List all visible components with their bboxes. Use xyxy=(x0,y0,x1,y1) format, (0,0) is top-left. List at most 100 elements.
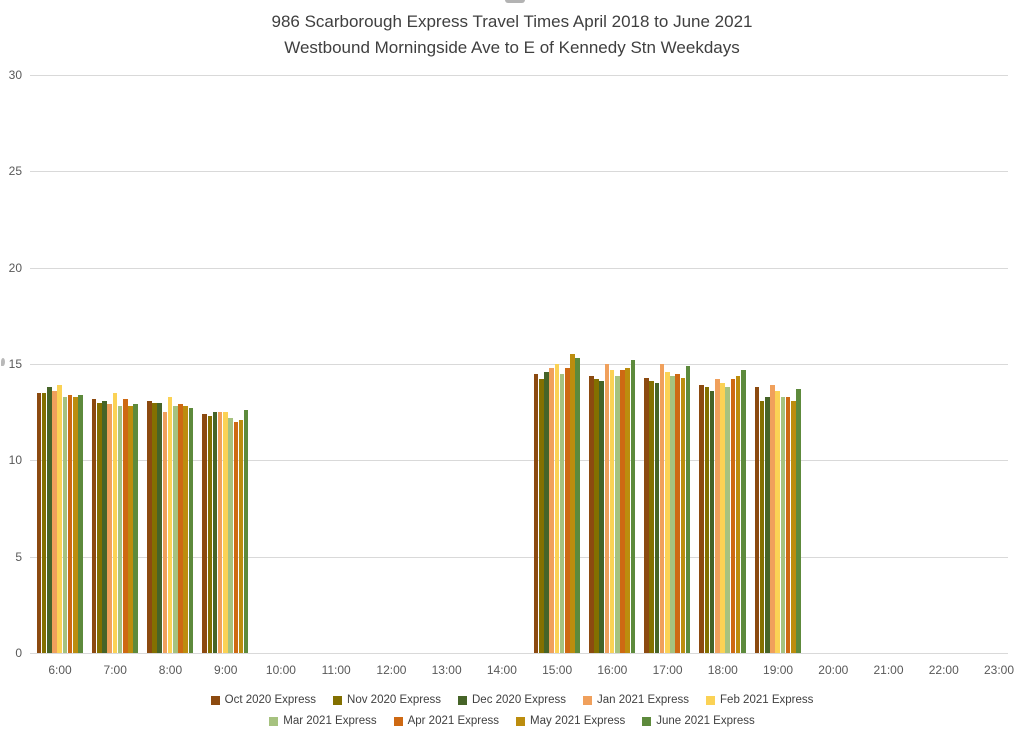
bar xyxy=(102,400,107,653)
bar xyxy=(791,400,796,653)
y-tick-label: 10 xyxy=(8,453,22,468)
gridline xyxy=(30,364,1008,365)
bar xyxy=(57,385,62,653)
bar xyxy=(659,364,665,653)
legend-item: Feb 2021 Express xyxy=(706,694,813,706)
bar xyxy=(117,406,123,653)
bar xyxy=(644,377,649,653)
x-tick-label: 14:00 xyxy=(486,663,517,677)
axis-edge-artifact xyxy=(1,358,5,366)
bar xyxy=(538,379,544,653)
legend-label: Mar 2021 Express xyxy=(283,715,377,727)
bar xyxy=(162,412,168,653)
y-tick-label: 15 xyxy=(8,357,22,371)
legend-item: June 2021 Express xyxy=(642,715,755,727)
bar xyxy=(533,373,539,653)
bar xyxy=(725,387,731,653)
bar xyxy=(167,396,173,653)
bar xyxy=(649,381,654,653)
chart-legend: Oct 2020 Express Nov 2020 Express Dec 2020… xyxy=(0,694,1024,727)
bar xyxy=(559,373,565,653)
legend-label: Oct 2020 Express xyxy=(224,694,317,706)
bar xyxy=(147,400,152,653)
bar xyxy=(178,404,183,653)
gridline xyxy=(30,556,1008,558)
bar xyxy=(654,383,660,653)
gridline xyxy=(30,653,1008,654)
x-tick-label: 17:00 xyxy=(652,663,683,677)
legend-row: Oct 2020 Express Nov 2020 Express Dec 2020… xyxy=(210,694,813,706)
bar xyxy=(780,396,786,653)
bar xyxy=(67,394,73,653)
legend-swatch-icon xyxy=(582,695,592,705)
bar xyxy=(664,371,670,653)
x-tick-label: 22:00 xyxy=(928,663,959,677)
bar xyxy=(202,414,207,653)
legend-label: Feb 2021 Express xyxy=(720,694,814,706)
bar xyxy=(212,412,218,653)
bar xyxy=(52,390,57,653)
bar xyxy=(630,360,636,653)
bar xyxy=(754,387,760,653)
bar xyxy=(685,365,691,653)
y-tick-label: 20 xyxy=(8,260,22,275)
bar xyxy=(549,367,554,653)
x-tick-label: 23:00 xyxy=(983,663,1015,677)
bar xyxy=(217,412,223,653)
bar xyxy=(243,410,249,653)
bar xyxy=(554,364,560,653)
bar xyxy=(614,375,620,653)
bar xyxy=(47,387,52,653)
x-tick-label: 6:00 xyxy=(48,663,72,677)
bar xyxy=(604,364,610,653)
legend-label: Jan 2021 Express xyxy=(596,694,690,706)
bar xyxy=(704,387,710,653)
bar xyxy=(594,379,599,653)
bar xyxy=(188,408,194,653)
chart-title-line1: 986 Scarborough Express Travel Times Apr… xyxy=(271,12,753,31)
bar xyxy=(765,396,770,653)
bar xyxy=(709,390,715,653)
x-tick-label: 18:00 xyxy=(707,663,738,677)
bar xyxy=(715,379,720,653)
legend-item: Jan 2021 Express xyxy=(582,694,690,706)
bar xyxy=(796,389,801,653)
legend-item: Mar 2021 Express xyxy=(269,715,377,727)
chart-title: 986 Scarborough Express Travel Times Apr… xyxy=(0,9,1024,61)
x-tick-label: 9:00 xyxy=(214,663,238,677)
gridline xyxy=(30,267,1008,269)
bar xyxy=(107,404,113,653)
legend-swatch-icon xyxy=(210,695,220,705)
bar xyxy=(570,354,575,653)
bar xyxy=(775,390,781,653)
legend-label: Nov 2020 Express xyxy=(347,694,441,706)
legend-item: Nov 2020 Express xyxy=(333,694,441,706)
chart-title-line2: Westbound Morningside Ave to E of Kenned… xyxy=(284,38,740,57)
plot-area xyxy=(30,75,1008,654)
legend-item: Dec 2020 Express xyxy=(458,694,566,706)
legend-swatch-icon xyxy=(516,716,526,726)
gridline xyxy=(30,171,1008,173)
bar xyxy=(699,385,705,653)
x-tick-label: 12:00 xyxy=(376,663,407,677)
y-tick-label: 0 xyxy=(15,646,22,660)
bar xyxy=(238,419,244,653)
legend-label: Apr 2021 Express xyxy=(407,715,500,727)
bar xyxy=(675,373,680,653)
x-tick-label: 13:00 xyxy=(431,663,462,677)
y-tick-label: 25 xyxy=(8,164,22,179)
legend-item: Oct 2020 Express xyxy=(210,694,317,706)
bar xyxy=(670,375,675,653)
legend-swatch-icon xyxy=(458,695,467,705)
bar xyxy=(720,383,725,653)
bar xyxy=(609,369,615,653)
cropped-text-artifact xyxy=(505,0,525,3)
bar xyxy=(173,406,178,653)
bar xyxy=(223,412,228,653)
bar xyxy=(97,402,102,653)
gridline xyxy=(30,460,1008,462)
bar xyxy=(564,367,570,653)
bar xyxy=(62,396,68,653)
bar xyxy=(123,398,128,653)
bar xyxy=(741,369,746,653)
